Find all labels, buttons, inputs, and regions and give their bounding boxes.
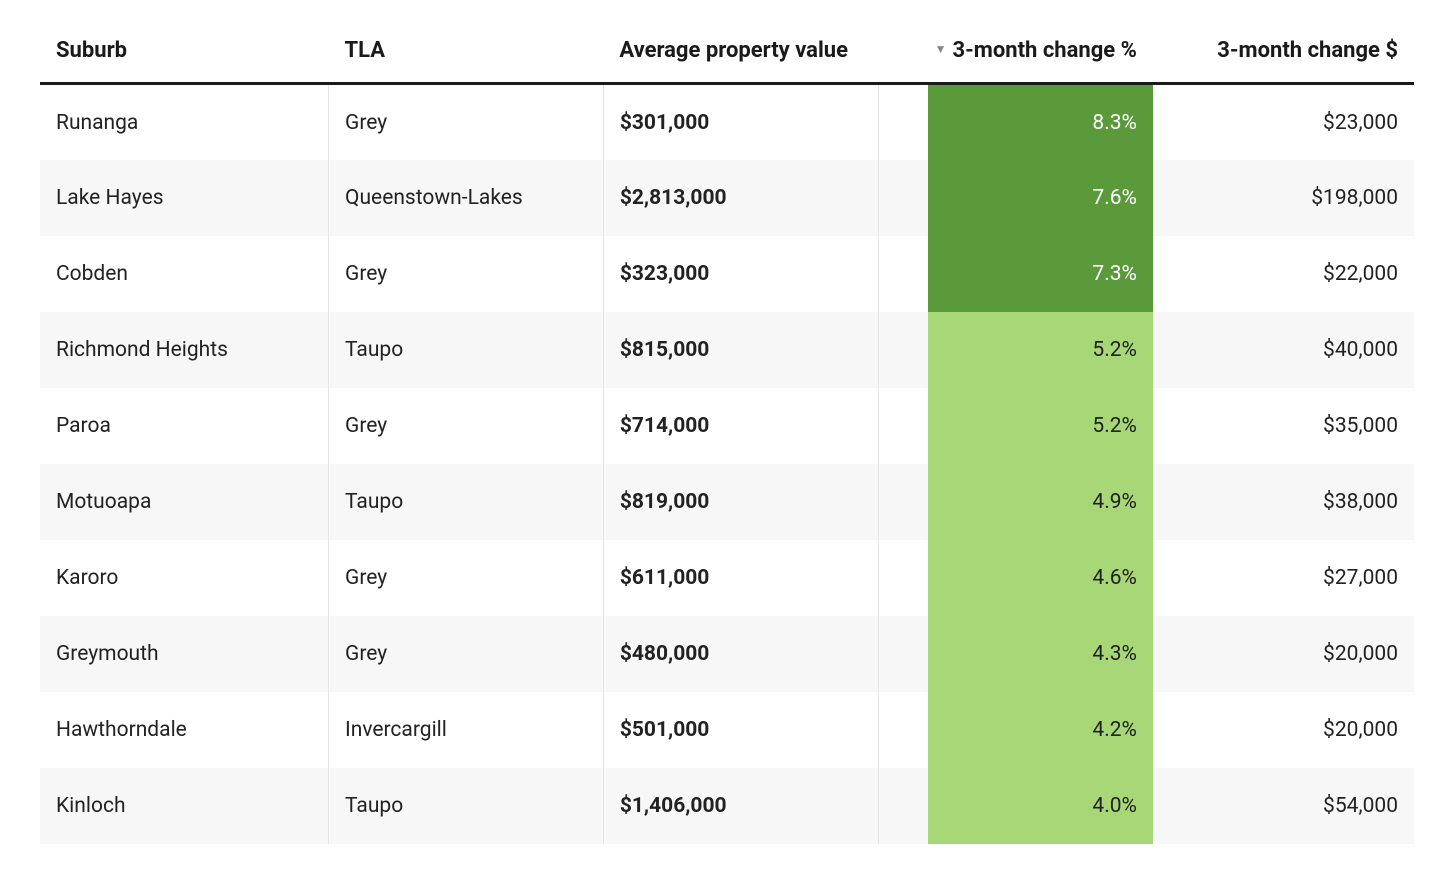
pct-heatmap-fill: 7.6% [928, 160, 1153, 236]
cell-pct-change: 4.9% [878, 464, 1153, 540]
cell-pct-change: 8.3% [878, 84, 1153, 160]
table-row: GreymouthGrey$480,000 4.3%$20,000 [40, 616, 1414, 692]
cell-suburb: Kinloch [40, 768, 329, 844]
cell-pct-change: 5.2% [878, 312, 1153, 388]
column-header-avg-label: Average property value [619, 38, 848, 63]
cell-avg-value: $714,000 [603, 388, 878, 464]
cell-pct-change: 7.3% [878, 236, 1153, 312]
cell-tla: Grey [329, 540, 604, 616]
cell-avg-value: $1,406,000 [603, 768, 878, 844]
cell-pct-change: 5.2% [878, 388, 1153, 464]
cell-dollar-change: $23,000 [1153, 84, 1414, 160]
cell-dollar-change: $22,000 [1153, 236, 1414, 312]
cell-suburb: Cobden [40, 236, 329, 312]
cell-suburb: Karoro [40, 540, 329, 616]
cell-avg-value: $815,000 [603, 312, 878, 388]
cell-dollar-change: $20,000 [1153, 616, 1414, 692]
cell-suburb: Richmond Heights [40, 312, 329, 388]
cell-avg-value: $301,000 [603, 84, 878, 160]
cell-avg-value: $819,000 [603, 464, 878, 540]
cell-avg-value: $480,000 [603, 616, 878, 692]
cell-avg-value: $2,813,000 [603, 160, 878, 236]
cell-tla: Grey [329, 616, 604, 692]
column-header-dollar-label: 3-month change $ [1217, 38, 1398, 63]
cell-pct-change: 7.6% [878, 160, 1153, 236]
cell-suburb: Paroa [40, 388, 329, 464]
pct-heatmap-fill: 8.3% [928, 85, 1153, 160]
cell-suburb: Hawthorndale [40, 692, 329, 768]
cell-tla: Grey [329, 388, 604, 464]
cell-suburb: Greymouth [40, 616, 329, 692]
table-row: RunangaGrey$301,000 8.3%$23,000 [40, 84, 1414, 160]
cell-avg-value: $501,000 [603, 692, 878, 768]
cell-dollar-change: $27,000 [1153, 540, 1414, 616]
pct-heatmap-fill: 5.2% [928, 388, 1153, 464]
pct-heatmap-fill: 4.9% [928, 464, 1153, 540]
table-row: KaroroGrey$611,000 4.6%$27,000 [40, 540, 1414, 616]
pct-heatmap-fill: 4.3% [928, 616, 1153, 692]
cell-dollar-change: $35,000 [1153, 388, 1414, 464]
column-header-pct-label: 3-month change % [953, 38, 1137, 63]
cell-dollar-change: $40,000 [1153, 312, 1414, 388]
cell-suburb: Motuoapa [40, 464, 329, 540]
table-header-row: Suburb TLA Average property value ▼ 3-mon… [40, 20, 1414, 84]
cell-dollar-change: $54,000 [1153, 768, 1414, 844]
cell-tla: Taupo [329, 464, 604, 540]
cell-pct-change: 4.2% [878, 692, 1153, 768]
column-header-pct[interactable]: ▼ 3-month change % [878, 20, 1153, 84]
cell-suburb: Lake Hayes [40, 160, 329, 236]
cell-dollar-change: $20,000 [1153, 692, 1414, 768]
table-row: ParoaGrey$714,000 5.2%$35,000 [40, 388, 1414, 464]
cell-pct-change: 4.6% [878, 540, 1153, 616]
sort-desc-icon: ▼ [935, 42, 947, 56]
pct-heatmap-fill: 4.2% [928, 692, 1153, 768]
cell-tla: Taupo [329, 768, 604, 844]
table-body: RunangaGrey$301,0008.3%$23,000Lake Hayes… [40, 84, 1414, 844]
cell-tla: Taupo [329, 312, 604, 388]
cell-pct-change: 4.0% [878, 768, 1153, 844]
table-row: HawthorndaleInvercargill$501,000 4.2%$20,… [40, 692, 1414, 768]
pct-heatmap-fill: 7.3% [928, 236, 1153, 312]
cell-pct-change: 4.3% [878, 616, 1153, 692]
column-header-avg[interactable]: Average property value [603, 20, 878, 84]
cell-dollar-change: $198,000 [1153, 160, 1414, 236]
table-row: KinlochTaupo$1,406,000 4.0%$54,000 [40, 768, 1414, 844]
pct-heatmap-fill: 5.2% [928, 312, 1153, 388]
cell-avg-value: $611,000 [603, 540, 878, 616]
pct-heatmap-fill: 4.0% [928, 768, 1153, 844]
column-header-suburb[interactable]: Suburb [40, 20, 329, 84]
table-row: MotuoapaTaupo$819,000 4.9%$38,000 [40, 464, 1414, 540]
table-row: CobdenGrey$323,000 7.3%$22,000 [40, 236, 1414, 312]
cell-tla: Grey [329, 84, 604, 160]
cell-tla: Invercargill [329, 692, 604, 768]
column-header-tla[interactable]: TLA [329, 20, 604, 84]
table-row: Richmond HeightsTaupo$815,000 5.2%$40,000 [40, 312, 1414, 388]
table-row: Lake HayesQueenstown-Lakes$2,813,000 7.6%… [40, 160, 1414, 236]
cell-dollar-change: $38,000 [1153, 464, 1414, 540]
cell-suburb: Runanga [40, 84, 329, 160]
property-value-table: Suburb TLA Average property value ▼ 3-mon… [40, 20, 1414, 844]
cell-tla: Queenstown-Lakes [329, 160, 604, 236]
column-header-dollar[interactable]: 3-month change $ [1153, 20, 1414, 84]
cell-tla: Grey [329, 236, 604, 312]
pct-heatmap-fill: 4.6% [928, 540, 1153, 616]
cell-avg-value: $323,000 [603, 236, 878, 312]
